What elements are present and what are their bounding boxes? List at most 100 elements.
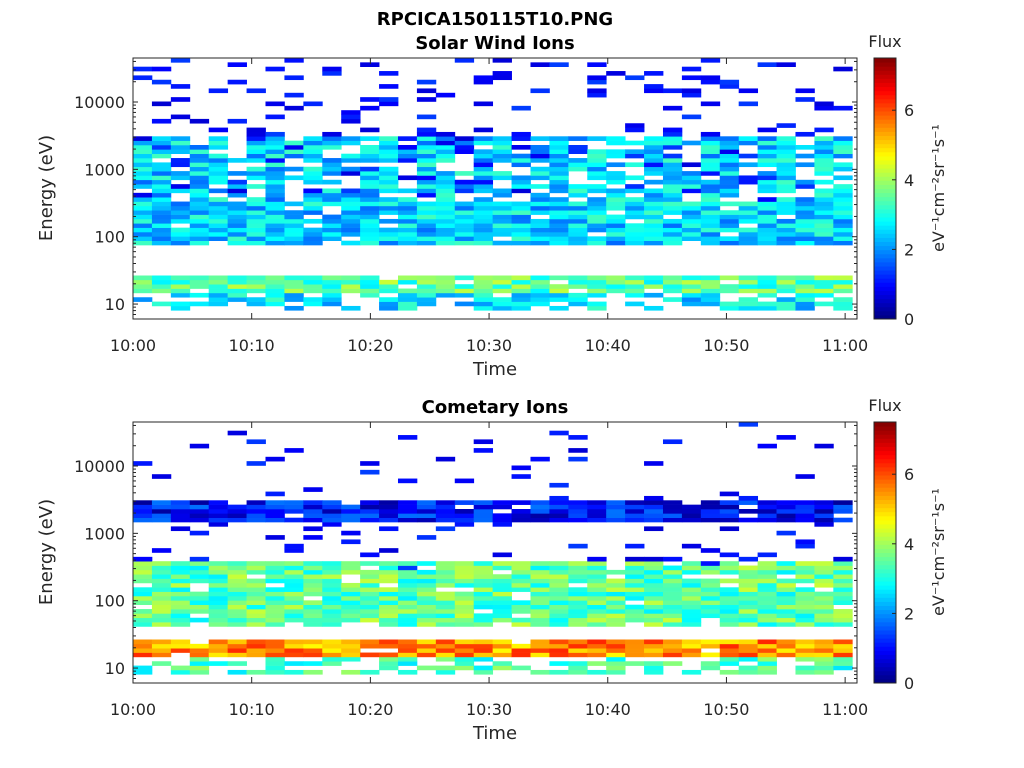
- spectrogram-cell: [151, 66, 172, 72]
- spectrogram-cell: [700, 569, 721, 575]
- spectrogram-cell: [303, 604, 323, 610]
- spectrogram-cell: [530, 292, 550, 298]
- spectrogram-cell: [511, 210, 531, 215]
- spectrogram-cell: [454, 604, 475, 610]
- spectrogram-cell: [814, 622, 834, 627]
- spectrogram-cell: [568, 188, 588, 194]
- spectrogram-cell: [644, 556, 664, 562]
- spectrogram-cell: [757, 578, 777, 584]
- spectrogram-cell: [549, 565, 569, 571]
- spectrogram-cell: [700, 136, 721, 141]
- spectrogram-cell: [265, 643, 285, 649]
- spectrogram-cell: [416, 513, 437, 518]
- spectrogram-cell: [435, 656, 456, 662]
- spectrogram-cell: [454, 478, 475, 484]
- spectrogram-cell: [568, 643, 588, 649]
- spectrogram-cell: [662, 517, 683, 523]
- spectrogram-cell: [246, 131, 266, 137]
- spectrogram-cell: [265, 166, 285, 172]
- spectrogram-cell: [511, 201, 531, 207]
- spectrogram-cell: [170, 149, 191, 154]
- spectrogram-cell: [492, 565, 512, 571]
- spectrogram-cell: [549, 171, 569, 176]
- spectrogram-cell: [644, 149, 664, 154]
- spectrogram-cell: [454, 578, 475, 584]
- spectrogram-cell: [587, 171, 607, 176]
- spectrogram-cell: [719, 509, 740, 514]
- spectrogram-cell: [170, 279, 191, 285]
- spectrogram-cell: [587, 92, 607, 98]
- spectrogram-cell: [379, 297, 399, 302]
- spectrogram-cell: [246, 613, 266, 619]
- spectrogram-cell: [341, 275, 361, 281]
- spectrogram-cell: [435, 652, 456, 658]
- spectrogram-cell: [265, 669, 285, 675]
- spectrogram-cell: [284, 600, 304, 605]
- spectrogram-cell: [341, 565, 361, 571]
- spectrogram-cell: [738, 578, 759, 584]
- spectrogram-cell: [606, 214, 626, 220]
- spectrogram-cell: [435, 292, 456, 298]
- spectrogram-cell: [587, 210, 607, 215]
- spectrogram-cell: [360, 105, 380, 111]
- spectrogram-cell: [246, 158, 266, 163]
- spectrogram-cell: [606, 569, 626, 575]
- spectrogram-cell: [397, 565, 418, 571]
- spectrogram-cell: [170, 504, 191, 510]
- spectrogram-cell: [341, 617, 361, 623]
- spectrogram-cell: [587, 75, 607, 81]
- spectrogram-cell: [644, 665, 664, 671]
- spectrogram-cell: [587, 166, 607, 172]
- spectrogram-cell: [284, 175, 304, 181]
- spectrogram-cell: [133, 140, 153, 146]
- colorbar-segment: [874, 613, 896, 619]
- spectrogram-cell: [814, 652, 834, 658]
- spectrogram-cell: [189, 556, 210, 562]
- spectrogram-cell: [170, 665, 191, 671]
- spectrogram-cell: [435, 288, 456, 294]
- spectrogram-cell: [341, 648, 361, 653]
- spectrogram-cell: [303, 569, 323, 575]
- spectrogram-cell: [133, 275, 153, 281]
- spectrogram-cell: [379, 604, 399, 610]
- spectrogram-cell: [700, 587, 721, 592]
- spectrogram-cell: [511, 609, 531, 614]
- colorbar-segment: [874, 670, 896, 676]
- spectrogram-cell: [360, 205, 380, 211]
- spectrogram-cell: [662, 613, 683, 619]
- spectrogram-cell: [227, 596, 247, 601]
- spectrogram-cell: [473, 439, 494, 445]
- spectrogram-cell: [151, 171, 172, 176]
- spectrogram-cell: [379, 561, 399, 566]
- spectrogram-cell: [303, 617, 323, 623]
- spectrogram-cell: [795, 288, 815, 294]
- spectrogram-cell: [833, 578, 853, 584]
- spectrogram-cell: [341, 530, 361, 536]
- spectrogram-cell: [681, 596, 702, 601]
- spectrogram-cell: [473, 509, 494, 514]
- spectrogram-cell: [814, 609, 834, 614]
- spectrogram-cell: [568, 240, 588, 246]
- spectrogram-cell: [379, 97, 399, 102]
- spectrogram-cell: [738, 236, 759, 241]
- spectrogram-cell: [757, 171, 777, 176]
- x-tick-label: 10:00: [110, 336, 156, 355]
- spectrogram-cell: [151, 574, 172, 579]
- spectrogram-cell: [208, 574, 229, 579]
- spectrogram-cell: [322, 166, 342, 172]
- spectrogram-cell: [606, 205, 626, 211]
- spectrogram-cell: [625, 504, 645, 510]
- spectrogram-cell: [303, 591, 323, 597]
- spectrogram-cell: [530, 669, 550, 675]
- spectrogram-cell: [719, 552, 740, 558]
- spectrogram-cell: [606, 648, 626, 653]
- spectrogram-cell: [341, 539, 361, 545]
- spectrogram-cell: [341, 509, 361, 514]
- spectrogram-cell: [360, 509, 380, 514]
- spectrogram-cell: [379, 504, 399, 510]
- spectrogram-cell: [322, 301, 342, 307]
- spectrogram-cell: [246, 236, 266, 241]
- spectrogram-cell: [530, 509, 550, 514]
- colorbar-segment: [874, 503, 896, 509]
- spectrogram-cell: [757, 661, 777, 666]
